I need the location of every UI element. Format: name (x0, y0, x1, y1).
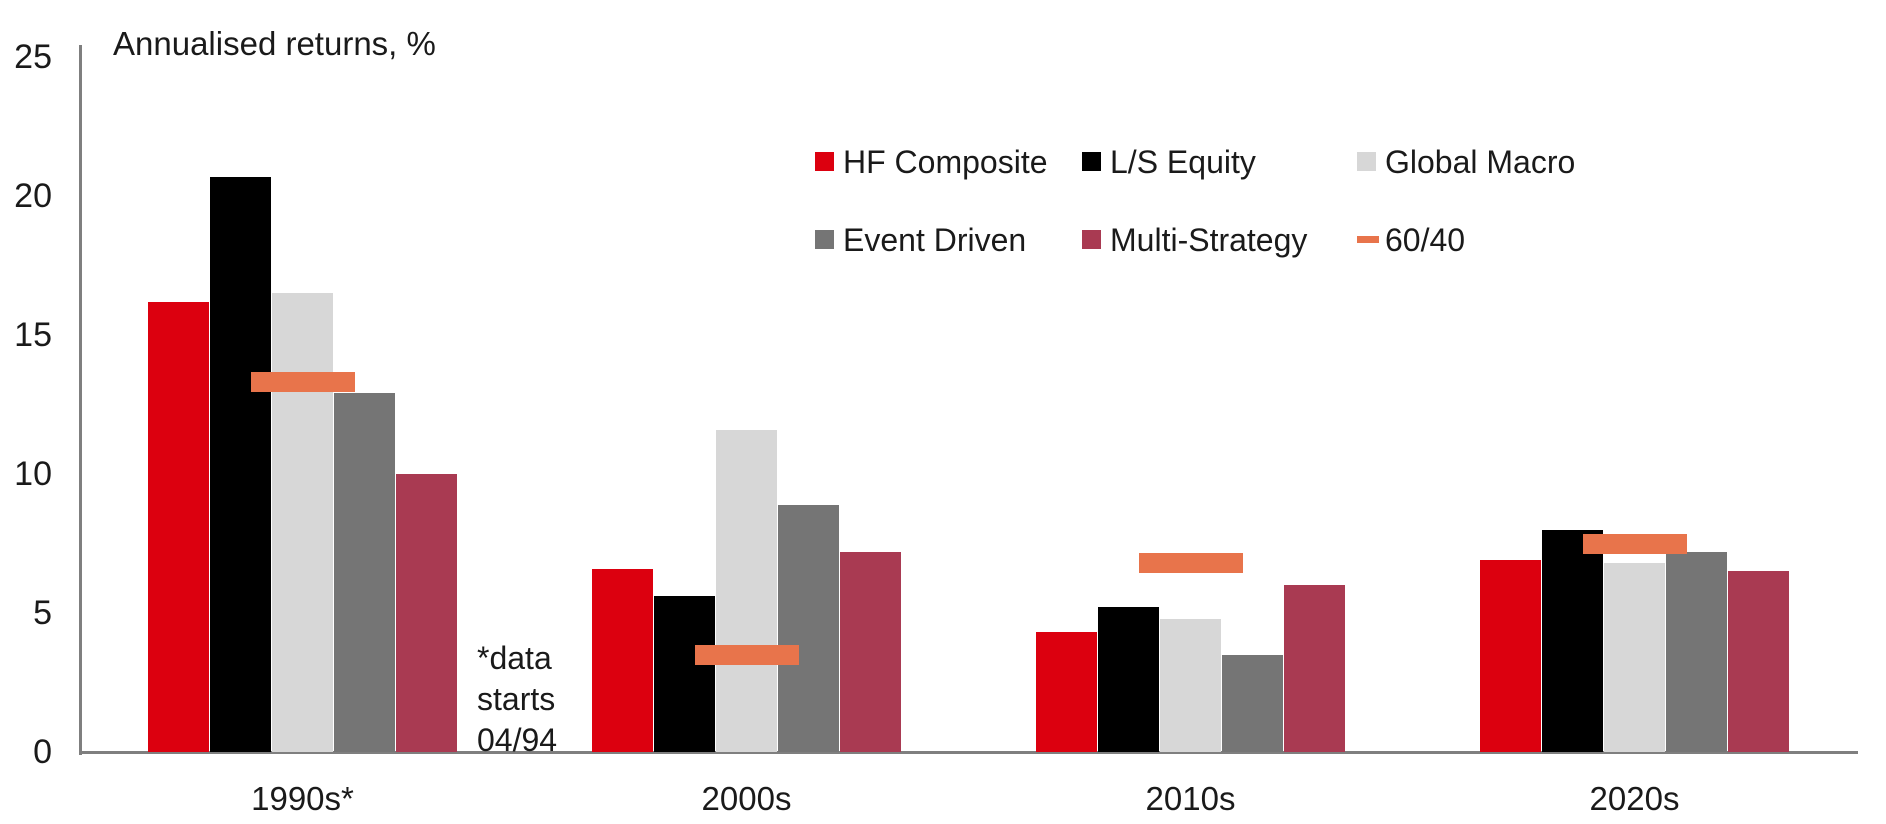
sixty-forty-dash-2000s (694, 644, 799, 665)
bar-multi-strategy-2020s (1728, 571, 1789, 752)
footnote-line: starts (477, 681, 556, 717)
y-tick-label: 25 (14, 38, 52, 76)
bar-hf-composite-2020s (1480, 560, 1541, 752)
bar-l-s-equity-1990s (210, 176, 271, 752)
legend-label: L/S Equity (1110, 144, 1256, 180)
sixty-forty-dash-2010s (1138, 552, 1243, 573)
sixty-forty-dash-2020s (1582, 533, 1687, 554)
bar-l-s-equity-2000s (654, 596, 715, 752)
bar-hf-composite-2000s (592, 568, 653, 752)
legend-dash-icon (1357, 236, 1379, 243)
legend-label: Global Macro (1385, 144, 1576, 180)
legend-swatch-icon (815, 152, 834, 171)
bar-global-macro-2000s (716, 429, 777, 752)
y-tick-label: 20 (14, 177, 52, 215)
x-axis-line (79, 751, 1858, 754)
footnote-line: *data (477, 640, 552, 676)
legend-label: Multi-Strategy (1110, 222, 1308, 258)
bar-multi-strategy-2010s (1284, 585, 1345, 752)
bar-event-driven-2010s (1222, 654, 1283, 752)
bar-global-macro-1990s (272, 293, 333, 752)
legend-swatch-icon (1082, 230, 1101, 249)
bar-global-macro-2010s (1160, 618, 1221, 752)
footnote: *data starts 04/94 (477, 638, 557, 761)
bar-event-driven-2000s (778, 504, 839, 752)
bar-multi-strategy-1990s (396, 474, 457, 752)
x-category-label: 1990s* (251, 780, 354, 817)
x-category-label: 2000s (701, 780, 792, 817)
chart-title: Annualised returns, % (113, 25, 436, 62)
bar-hf-composite-1990s (148, 301, 209, 752)
legend-label: Event Driven (843, 222, 1027, 258)
bar-event-driven-2020s (1666, 551, 1727, 752)
bar-event-driven-1990s (334, 393, 395, 752)
x-category-label: 2020s (1589, 780, 1680, 817)
y-tick-label: 15 (14, 316, 52, 354)
legend-swatch-icon (1082, 152, 1101, 171)
bar-l-s-equity-2020s (1542, 529, 1603, 752)
x-category-label: 2010s (1145, 780, 1236, 817)
legend-label: 60/40 (1385, 222, 1466, 258)
footnote-line: 04/94 (477, 722, 558, 758)
y-tick-label: 0 (33, 733, 52, 771)
legend-swatch-icon (1357, 152, 1376, 171)
bar-l-s-equity-2010s (1098, 607, 1159, 752)
bar-multi-strategy-2000s (840, 551, 901, 752)
legend-swatch-icon (815, 230, 834, 249)
bar-global-macro-2020s (1604, 562, 1665, 752)
bar-hf-composite-2010s (1036, 632, 1097, 752)
legend-label: HF Composite (843, 144, 1048, 180)
y-axis-line (79, 45, 82, 755)
sixty-forty-dash-1990s (250, 372, 355, 393)
y-tick-label: 5 (33, 594, 52, 632)
y-tick-label: 10 (14, 455, 52, 493)
